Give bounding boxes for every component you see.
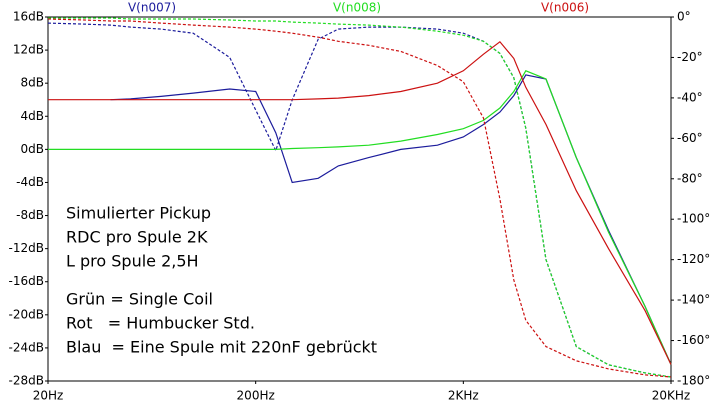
y2-tick-label: -180° bbox=[677, 374, 710, 388]
y-tick-label: -8dB bbox=[16, 208, 44, 222]
y2-tick-label: -120° bbox=[677, 252, 710, 266]
magnitude-line bbox=[48, 70, 672, 365]
y2-tick-label: -20° bbox=[677, 50, 703, 64]
y-tick-label: 16dB bbox=[13, 10, 44, 24]
plot-frame bbox=[47, 16, 672, 382]
y-tick-label: -4dB bbox=[16, 175, 44, 189]
y-tick-label: -20dB bbox=[9, 307, 44, 321]
y-tick-label: 0dB bbox=[21, 142, 44, 156]
y2-tick-label: -160° bbox=[677, 333, 710, 347]
annotation: RDC pro Spule 2K bbox=[66, 228, 208, 247]
y2-tick-label: 0° bbox=[677, 10, 691, 24]
legend-label: V(n008) bbox=[333, 1, 381, 15]
y2-tick-label: -40° bbox=[677, 90, 703, 104]
y-tick-label: -16dB bbox=[9, 274, 44, 288]
y-tick-label: 4dB bbox=[21, 109, 44, 123]
phase-line bbox=[47, 18, 672, 378]
y-tick-label: -28dB bbox=[9, 374, 44, 388]
x-tick-label: 20KHz bbox=[652, 389, 690, 403]
x-tick-label: 20Hz bbox=[33, 389, 64, 403]
legend-label: V(n007) bbox=[128, 1, 176, 15]
y-tick-label: 8dB bbox=[21, 76, 44, 90]
annotation: Grün = Single Coil bbox=[66, 290, 213, 309]
y2-tick-label: -80° bbox=[677, 171, 703, 185]
annotation: Rot = Humbucker Std. bbox=[66, 314, 255, 333]
annotation: L pro Spule 2,5H bbox=[66, 252, 199, 271]
y2-tick-label: -140° bbox=[677, 293, 710, 307]
legend-label: V(n006) bbox=[541, 1, 589, 15]
x-tick-label: 2KHz bbox=[448, 389, 479, 403]
y-tick-label: -12dB bbox=[9, 241, 44, 255]
phase-line bbox=[48, 17, 672, 378]
y2-tick-label: -100° bbox=[677, 212, 710, 226]
magnitude-line bbox=[48, 40, 672, 365]
annotation: Simulierter Pickup bbox=[66, 204, 211, 223]
y2-tick-label: -60° bbox=[677, 131, 703, 145]
annotation: Blau = Eine Spule mit 220nF gebrückt bbox=[66, 338, 377, 357]
y-tick-label: -24dB bbox=[9, 340, 44, 354]
x-tick-label: 200Hz bbox=[237, 389, 275, 403]
y-tick-label: 12dB bbox=[13, 43, 44, 57]
